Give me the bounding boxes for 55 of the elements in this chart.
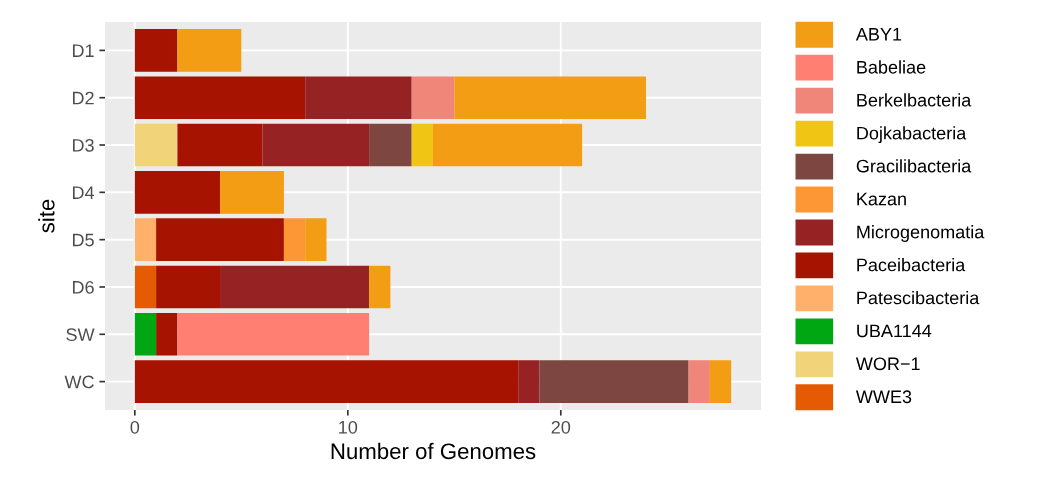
bar — [283, 218, 306, 261]
bar — [134, 76, 306, 119]
x-tick-label: 20 — [551, 420, 571, 434]
bar — [709, 360, 732, 403]
bar — [454, 76, 646, 119]
legend-label: Kazan — [857, 192, 906, 206]
y-tick-label: D6 — [72, 280, 94, 294]
y-tick-label: D3 — [72, 138, 94, 152]
bar — [177, 29, 242, 72]
bar — [134, 29, 178, 72]
bar — [156, 265, 221, 309]
bar — [688, 360, 710, 403]
bar — [134, 313, 157, 356]
legend-label: Microgenomatia — [857, 225, 985, 242]
bar — [262, 123, 370, 167]
bar — [518, 360, 540, 403]
y-tick-label: D2 — [72, 91, 94, 105]
bar — [134, 360, 519, 403]
bar — [411, 123, 433, 167]
y-tick-label: WC — [64, 375, 94, 389]
x-tick-label: 0 — [130, 420, 140, 434]
y-tick-label: D5 — [72, 233, 94, 247]
legend-label: WWE3 — [855, 390, 912, 404]
bar — [177, 313, 370, 356]
bar — [369, 123, 412, 167]
bar — [305, 76, 412, 119]
bar — [156, 218, 284, 261]
bar — [433, 123, 583, 167]
bar — [220, 171, 284, 214]
bar — [305, 218, 327, 261]
legend-label: Gracilibacteria — [856, 159, 972, 173]
x-axis-title: Number of Genomes — [331, 442, 536, 460]
bar — [134, 123, 178, 167]
legend-label: Patescibacteria — [857, 291, 980, 305]
bar — [134, 171, 221, 214]
bar — [539, 360, 689, 403]
bar — [369, 265, 391, 309]
bar — [134, 265, 157, 309]
legend-label: WOR−1 — [855, 357, 920, 371]
bar — [134, 218, 157, 261]
y-tick-label: D4 — [72, 186, 95, 199]
y-axis-title: site — [38, 199, 55, 233]
legend-label: UBA1144 — [857, 324, 932, 338]
legend-label: Babeliae — [857, 60, 926, 74]
legend-label: Berkelbacteria — [857, 93, 972, 107]
legend-label: ABY1 — [855, 28, 902, 41]
bar — [177, 123, 263, 167]
legend-label: Dojkabacteria — [857, 126, 967, 144]
bar — [411, 76, 455, 119]
bar — [220, 265, 370, 309]
y-tick-label: D1 — [72, 44, 94, 57]
bar — [156, 313, 178, 356]
y-tick-label: SW — [66, 328, 95, 342]
x-tick-label: 10 — [339, 420, 358, 434]
legend-label: Paceibacteria — [857, 258, 966, 272]
